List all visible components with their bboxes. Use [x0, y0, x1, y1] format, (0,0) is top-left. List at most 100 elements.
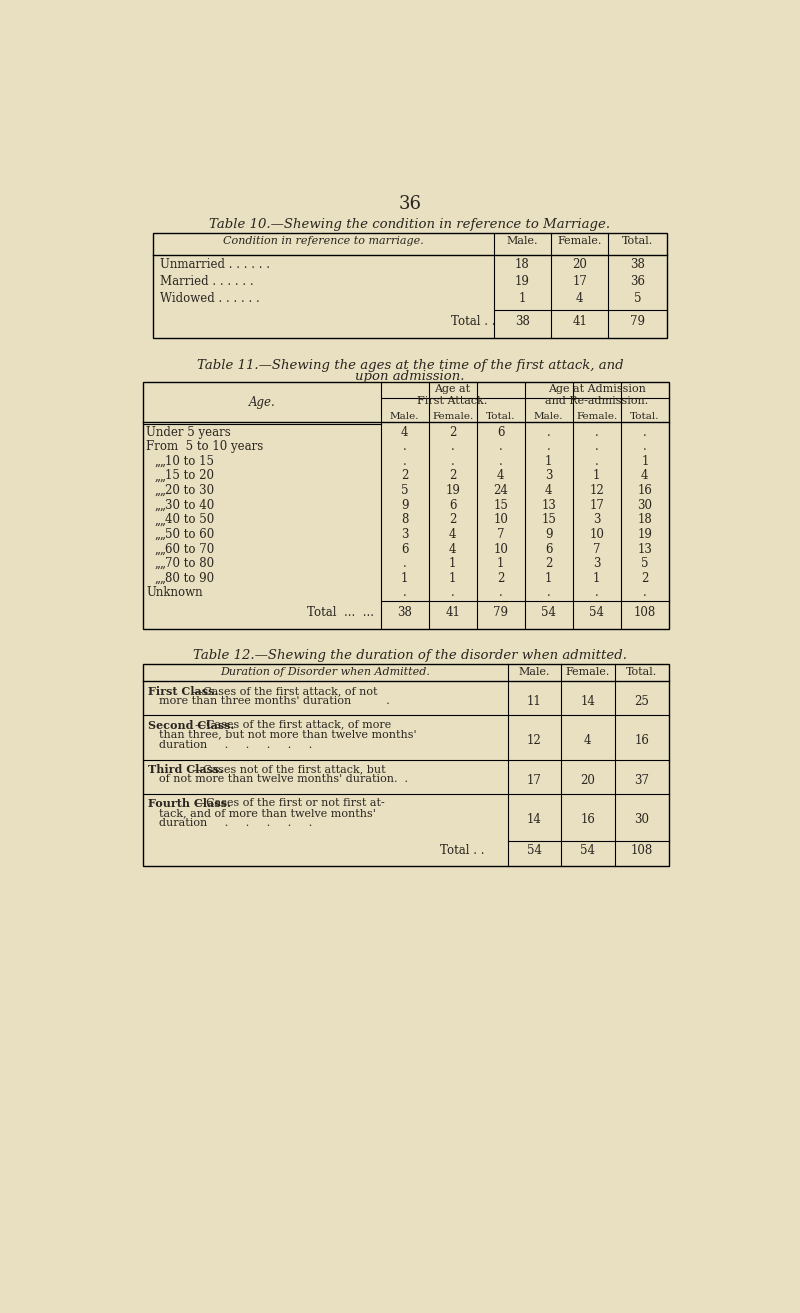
Text: .: . — [595, 425, 598, 439]
Text: 30: 30 — [634, 813, 650, 826]
Text: Age at
First Attack.: Age at First Attack. — [418, 383, 488, 406]
Text: 4: 4 — [584, 734, 592, 747]
Text: 15: 15 — [542, 513, 556, 527]
Text: .: . — [499, 440, 502, 453]
Text: 60 to 70: 60 to 70 — [165, 542, 218, 555]
Text: 17: 17 — [527, 773, 542, 786]
Text: Total . .: Total . . — [451, 315, 495, 328]
Text: 54: 54 — [590, 605, 604, 618]
Text: 19: 19 — [638, 528, 652, 541]
Text: 36: 36 — [398, 194, 422, 213]
Text: 14: 14 — [581, 695, 595, 708]
Text: „„: „„ — [154, 454, 166, 467]
Text: Total  ...  ...: Total ... ... — [307, 605, 374, 618]
Text: 12: 12 — [527, 734, 542, 747]
Text: 12: 12 — [590, 484, 604, 498]
Text: 80 to 90: 80 to 90 — [165, 572, 218, 584]
Text: Male.: Male. — [506, 236, 538, 246]
Text: 3: 3 — [545, 470, 553, 482]
Text: Total.: Total. — [486, 412, 515, 420]
Text: From  5 to 10 years: From 5 to 10 years — [146, 440, 264, 453]
Text: 2: 2 — [401, 470, 408, 482]
Text: .: . — [499, 587, 502, 600]
Text: Total . .: Total . . — [440, 844, 485, 857]
Text: 4: 4 — [641, 470, 649, 482]
Text: .: . — [547, 425, 550, 439]
Text: 10: 10 — [590, 528, 604, 541]
Text: 18: 18 — [515, 259, 530, 272]
Text: 17: 17 — [572, 276, 587, 289]
Bar — [143, 664, 669, 867]
Text: „„: „„ — [154, 542, 166, 555]
Text: 2: 2 — [641, 572, 649, 584]
Text: 3: 3 — [593, 557, 601, 570]
Text: Under 5 years: Under 5 years — [146, 425, 231, 439]
Text: Married . . . . . .: Married . . . . . . — [161, 276, 254, 289]
Text: .: . — [402, 440, 406, 453]
Text: 38: 38 — [630, 259, 646, 272]
Text: 4: 4 — [449, 542, 456, 555]
Text: Third Class.: Third Class. — [148, 764, 223, 775]
Text: „„: „„ — [154, 572, 166, 584]
Text: 6: 6 — [449, 499, 456, 512]
Text: 36: 36 — [630, 276, 646, 289]
Text: .: . — [450, 454, 454, 467]
Text: 17: 17 — [590, 499, 604, 512]
Text: .: . — [450, 440, 454, 453]
Text: „„: „„ — [154, 513, 166, 527]
Text: .: . — [499, 454, 502, 467]
Text: .: . — [643, 440, 646, 453]
Text: „„: „„ — [154, 484, 166, 498]
Text: Unmarried . . . . . .: Unmarried . . . . . . — [161, 259, 270, 272]
Text: 41: 41 — [572, 315, 587, 328]
Text: 16: 16 — [634, 734, 649, 747]
Text: 14: 14 — [527, 813, 542, 826]
Text: —Cases not of the first attack, but: —Cases not of the first attack, but — [192, 764, 386, 775]
Text: .: . — [595, 454, 598, 467]
Text: 1: 1 — [518, 293, 526, 306]
Text: „„: „„ — [154, 528, 166, 541]
Text: 40 to 50: 40 to 50 — [165, 513, 218, 527]
Text: 54: 54 — [580, 844, 595, 857]
Text: 19: 19 — [515, 276, 530, 289]
Text: Female.: Female. — [432, 412, 474, 420]
Text: 79: 79 — [630, 315, 646, 328]
Text: Male.: Male. — [390, 412, 419, 420]
Text: 1: 1 — [449, 557, 456, 570]
Text: —Cases of the first attack, of more: —Cases of the first attack, of more — [195, 720, 392, 730]
Text: duration     .     .     .     .     .: duration . . . . . — [159, 818, 312, 829]
Text: Total.: Total. — [622, 236, 654, 246]
Text: .: . — [402, 454, 406, 467]
Text: 50 to 60: 50 to 60 — [165, 528, 218, 541]
Text: 1: 1 — [497, 557, 504, 570]
Text: 9: 9 — [545, 528, 553, 541]
Text: .: . — [595, 440, 598, 453]
Text: 4: 4 — [449, 528, 456, 541]
Text: 6: 6 — [497, 425, 505, 439]
Text: „„: „„ — [154, 499, 166, 512]
Text: 38: 38 — [397, 605, 412, 618]
Text: 1: 1 — [593, 572, 601, 584]
Text: 7: 7 — [593, 542, 601, 555]
Text: 1: 1 — [545, 572, 553, 584]
Bar — [143, 382, 669, 629]
Text: Table 10.—Shewing the condition in reference to Marriage.: Table 10.—Shewing the condition in refer… — [210, 218, 610, 231]
Text: Age at Admission
and Re-admission.: Age at Admission and Re-admission. — [545, 383, 649, 406]
Text: 79: 79 — [493, 605, 508, 618]
Text: .: . — [643, 587, 646, 600]
Text: 7: 7 — [497, 528, 505, 541]
Text: 3: 3 — [593, 513, 601, 527]
Text: duration     .     .     .     .     .: duration . . . . . — [159, 739, 312, 750]
Text: of not more than twelve months' duration.  .: of not more than twelve months' duration… — [159, 775, 408, 784]
Text: tack, and of more than twelve months': tack, and of more than twelve months' — [159, 809, 376, 818]
Text: .: . — [402, 557, 406, 570]
Text: Total.: Total. — [626, 667, 658, 678]
Text: 1: 1 — [401, 572, 408, 584]
Text: 30: 30 — [638, 499, 652, 512]
Text: .: . — [402, 587, 406, 600]
Text: 18: 18 — [638, 513, 652, 527]
Text: 11: 11 — [527, 695, 542, 708]
Text: „„: „„ — [154, 557, 166, 570]
Text: .: . — [595, 587, 598, 600]
Text: 15: 15 — [494, 499, 508, 512]
